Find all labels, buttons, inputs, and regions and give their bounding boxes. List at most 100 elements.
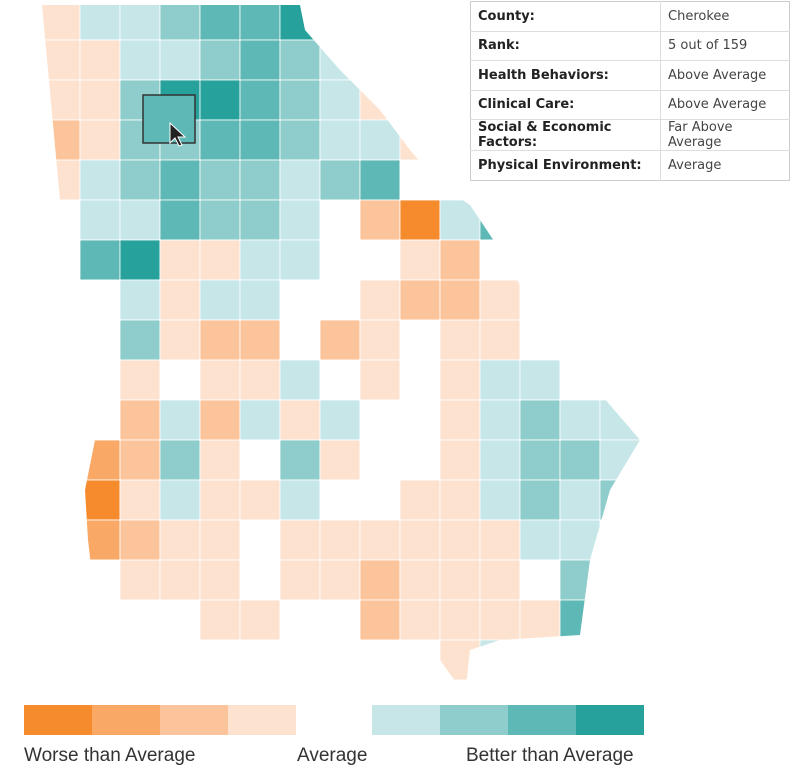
county-cell[interactable]	[239, 279, 281, 321]
county-cell[interactable]	[519, 319, 561, 361]
county-cell[interactable]	[279, 239, 321, 281]
county-cell[interactable]	[40, 359, 81, 401]
county-cell[interactable]	[559, 439, 601, 481]
county-cell[interactable]	[479, 319, 521, 361]
county-cell[interactable]	[399, 159, 441, 201]
county-cell[interactable]	[279, 159, 321, 201]
county-cell[interactable]	[639, 639, 680, 681]
county-cell[interactable]	[79, 239, 121, 281]
county-cell[interactable]	[519, 479, 561, 521]
county-cell[interactable]	[519, 399, 561, 441]
county-cell[interactable]	[519, 639, 561, 681]
county-cell[interactable]	[639, 599, 680, 641]
county-cell[interactable]	[159, 319, 201, 361]
county-cell[interactable]	[359, 39, 401, 81]
county-cell[interactable]	[239, 199, 281, 241]
county-cell[interactable]	[279, 599, 321, 641]
county-cherokee-selected[interactable]	[142, 94, 196, 144]
county-cell[interactable]	[119, 439, 161, 481]
county-cell[interactable]	[479, 559, 521, 601]
county-cell[interactable]	[79, 479, 121, 521]
county-cell[interactable]	[439, 279, 481, 321]
county-cell[interactable]	[639, 319, 680, 361]
county-cell[interactable]	[399, 559, 441, 601]
county-cell[interactable]	[639, 199, 680, 241]
county-cell[interactable]	[119, 319, 161, 361]
county-cell[interactable]	[319, 159, 361, 201]
county-cell[interactable]	[319, 399, 361, 441]
county-cell[interactable]	[239, 519, 281, 561]
county-cell[interactable]	[40, 519, 81, 561]
county-cell[interactable]	[519, 519, 561, 561]
county-cell[interactable]	[399, 519, 441, 561]
county-cell[interactable]	[559, 599, 601, 641]
county-cell[interactable]	[399, 399, 441, 441]
county-cell[interactable]	[639, 439, 680, 481]
county-cell[interactable]	[159, 519, 201, 561]
county-cell[interactable]	[479, 399, 521, 441]
county-cell[interactable]	[40, 599, 81, 641]
county-cell[interactable]	[119, 479, 161, 521]
county-cell[interactable]	[279, 279, 321, 321]
county-cell[interactable]	[639, 239, 680, 281]
county-cell[interactable]	[159, 39, 201, 81]
county-cell[interactable]	[559, 519, 601, 561]
county-cell[interactable]	[479, 479, 521, 521]
county-cell[interactable]	[599, 599, 640, 641]
county-cell[interactable]	[479, 439, 521, 481]
county-cell[interactable]	[199, 639, 241, 681]
county-cell[interactable]	[599, 319, 640, 361]
county-cell[interactable]	[40, 0, 81, 41]
county-cell[interactable]	[519, 239, 561, 281]
county-cell[interactable]	[279, 199, 321, 241]
county-cell[interactable]	[439, 439, 481, 481]
county-cell[interactable]	[479, 599, 521, 641]
county-cell[interactable]	[599, 279, 640, 321]
county-cell[interactable]	[159, 199, 201, 241]
county-cell[interactable]	[559, 359, 601, 401]
county-cell[interactable]	[319, 239, 361, 281]
county-cell[interactable]	[439, 199, 481, 241]
county-cell[interactable]	[399, 79, 441, 121]
county-cell[interactable]	[439, 519, 481, 561]
county-cell[interactable]	[639, 519, 680, 561]
county-cell[interactable]	[519, 439, 561, 481]
county-cell[interactable]	[79, 639, 121, 681]
county-cell[interactable]	[239, 319, 281, 361]
county-cell[interactable]	[599, 359, 640, 401]
county-cell[interactable]	[239, 39, 281, 81]
county-cell[interactable]	[639, 559, 680, 601]
county-cell[interactable]	[40, 39, 81, 81]
county-cell[interactable]	[519, 279, 561, 321]
county-cell[interactable]	[359, 79, 401, 121]
county-cell[interactable]	[79, 119, 121, 161]
county-cell[interactable]	[279, 479, 321, 521]
county-cell[interactable]	[159, 279, 201, 321]
county-cell[interactable]	[79, 279, 121, 321]
county-cell[interactable]	[319, 39, 361, 81]
county-cell[interactable]	[359, 319, 401, 361]
county-cell[interactable]	[599, 199, 640, 241]
county-cell[interactable]	[399, 239, 441, 281]
county-cell[interactable]	[239, 439, 281, 481]
county-cell[interactable]	[279, 519, 321, 561]
county-cell[interactable]	[239, 599, 281, 641]
county-cell[interactable]	[399, 319, 441, 361]
county-cell[interactable]	[239, 399, 281, 441]
county-cell[interactable]	[639, 279, 680, 321]
county-cell[interactable]	[359, 599, 401, 641]
county-cell[interactable]	[359, 639, 401, 681]
county-cell[interactable]	[519, 199, 561, 241]
county-cell[interactable]	[319, 0, 361, 41]
county-cell[interactable]	[119, 239, 161, 281]
county-cell[interactable]	[479, 519, 521, 561]
county-cell[interactable]	[599, 519, 640, 561]
county-cell[interactable]	[359, 399, 401, 441]
county-cell[interactable]	[399, 279, 441, 321]
county-cell[interactable]	[439, 479, 481, 521]
county-cell[interactable]	[479, 639, 521, 681]
county-cell[interactable]	[239, 119, 281, 161]
county-cell[interactable]	[319, 279, 361, 321]
county-cell[interactable]	[199, 39, 241, 81]
county-cell[interactable]	[559, 279, 601, 321]
